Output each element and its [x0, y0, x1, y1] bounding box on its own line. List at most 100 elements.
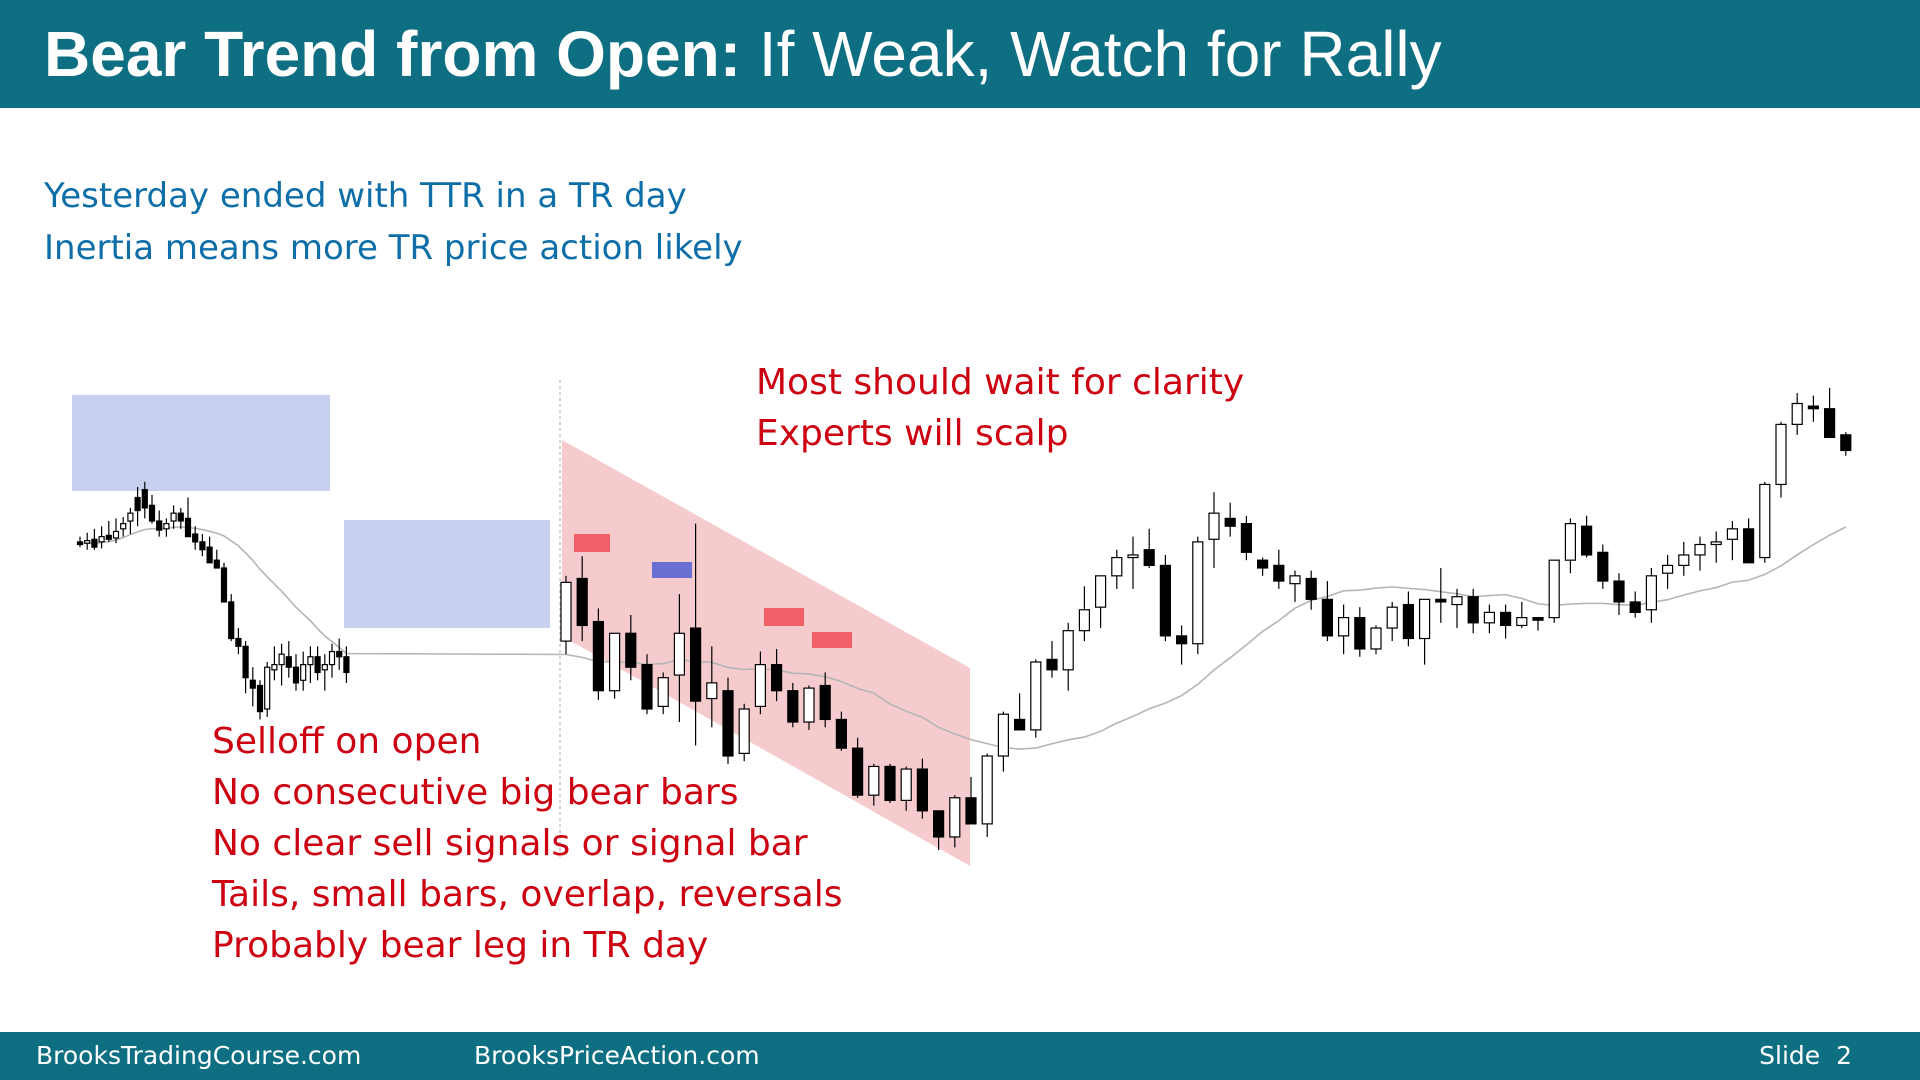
price-bar — [689, 523, 702, 746]
price-bar — [1451, 588, 1463, 629]
intro-line-2: Inertia means more TR price action likel… — [44, 228, 743, 268]
price-bar — [949, 795, 961, 848]
bear-bar-body — [625, 632, 637, 668]
bear-bar-body — [1499, 611, 1512, 627]
price-bar — [706, 646, 718, 728]
bear-bar-body — [1256, 559, 1269, 569]
title-bar: Bear Trend from Open: If Weak, Watch for… — [0, 0, 1920, 108]
bear-bar-body — [1467, 596, 1479, 624]
slide-label: Slide — [1759, 1041, 1821, 1070]
bear-bar-body — [592, 620, 605, 692]
bear-bar-body — [1354, 617, 1366, 650]
price-bar — [1224, 502, 1236, 537]
price-bar — [1240, 515, 1253, 561]
price-bar — [560, 575, 572, 655]
bear-bar-body — [641, 664, 653, 710]
bull-bar-body — [1516, 617, 1528, 627]
price-bar — [1030, 659, 1042, 738]
price-bar — [1580, 515, 1593, 558]
price-bar — [1418, 598, 1431, 665]
note-bottom-line-1: Selloff on open — [212, 721, 482, 762]
bear-bar-body — [1840, 434, 1852, 452]
note-bottom-line-5: Probably bear leg in TR day — [212, 925, 709, 966]
bull-bar-body — [673, 632, 686, 676]
footer-bar: BrooksTradingCourse.com BrooksPriceActio… — [0, 1032, 1920, 1080]
price-bar — [249, 667, 256, 707]
bull-bar-body — [1127, 554, 1139, 559]
price-bar — [1273, 549, 1285, 589]
price-bar — [127, 507, 134, 535]
price-bar — [199, 534, 206, 557]
price-bar — [900, 766, 912, 811]
bear-bar-body — [1823, 408, 1836, 439]
bear-bar-body — [1597, 551, 1609, 582]
bull-bar-body — [1078, 609, 1091, 632]
price-bar — [1564, 518, 1577, 574]
bear-bar-body — [1435, 598, 1447, 603]
price-bar — [1597, 544, 1609, 589]
slide-number-value: 2 — [1836, 1041, 1852, 1070]
price-bar — [192, 526, 199, 550]
price-bar — [1337, 604, 1350, 655]
price-bar — [1289, 570, 1301, 602]
bull-bar-body — [900, 768, 912, 801]
bear-bar-body — [1240, 523, 1253, 553]
bear-bar-body — [141, 489, 148, 509]
bull-bar-body — [608, 632, 621, 692]
price-bar — [91, 528, 98, 550]
bear-bar-body — [1580, 525, 1593, 556]
price-bar — [1256, 557, 1269, 576]
price-bar — [1483, 604, 1496, 634]
bear-bar-body — [770, 664, 783, 692]
price-bar — [1840, 432, 1852, 456]
sell-signal-marker-1 — [574, 534, 610, 552]
bull-bar-body — [1337, 617, 1350, 637]
price-bar — [803, 685, 815, 730]
price-bar — [228, 594, 235, 642]
bear-bar-body — [285, 656, 292, 668]
price-bar — [981, 753, 993, 837]
bull-bar-body — [981, 755, 993, 825]
bear-bar-body — [199, 541, 206, 551]
price-bar — [1046, 641, 1058, 678]
bear-bar-body — [1273, 564, 1285, 582]
price-bar — [641, 654, 653, 715]
price-bar — [1613, 573, 1625, 615]
price-bar — [105, 521, 112, 542]
bear-bar-body — [192, 533, 199, 543]
price-bar — [819, 672, 831, 728]
price-bar — [292, 654, 300, 691]
bear-bar-body — [835, 718, 848, 749]
bull-bar-body — [657, 677, 669, 707]
price-bar — [300, 651, 307, 691]
price-bar — [592, 608, 605, 700]
note-bottom-line-3: No clear sell signals or signal bar — [212, 823, 808, 864]
bear-bar-body — [148, 504, 156, 522]
note-bottom: Selloff on open No consecutive big bear … — [212, 716, 843, 971]
bull-bar-body — [1775, 423, 1787, 486]
price-bar — [336, 638, 343, 670]
price-bar — [1532, 617, 1544, 631]
price-bar — [1175, 625, 1188, 665]
bear-bar-body — [213, 559, 220, 569]
price-bar — [206, 536, 213, 564]
price-bar — [1386, 601, 1398, 642]
price-chart — [72, 380, 1852, 866]
price-bar — [965, 776, 977, 825]
bull-bar-body — [1094, 575, 1107, 608]
bear-bar-body — [1321, 598, 1334, 637]
prior-range-box-2 — [344, 520, 550, 628]
bull-bar-body — [321, 664, 328, 671]
price-bar — [156, 510, 163, 537]
bear-bar-body — [256, 684, 264, 713]
note-top: Most should wait for clarity Experts wil… — [756, 357, 1244, 459]
moving-average-line — [79, 526, 1847, 750]
bear-bar-body — [819, 684, 831, 721]
price-bar — [148, 494, 156, 524]
title-bold: Bear Trend from Open: — [44, 18, 741, 90]
price-bar — [770, 648, 783, 702]
bull-bar-body — [1645, 575, 1658, 611]
bear-bar-body — [689, 627, 702, 702]
bear-bar-body — [932, 810, 945, 838]
price-bar — [1516, 601, 1528, 629]
